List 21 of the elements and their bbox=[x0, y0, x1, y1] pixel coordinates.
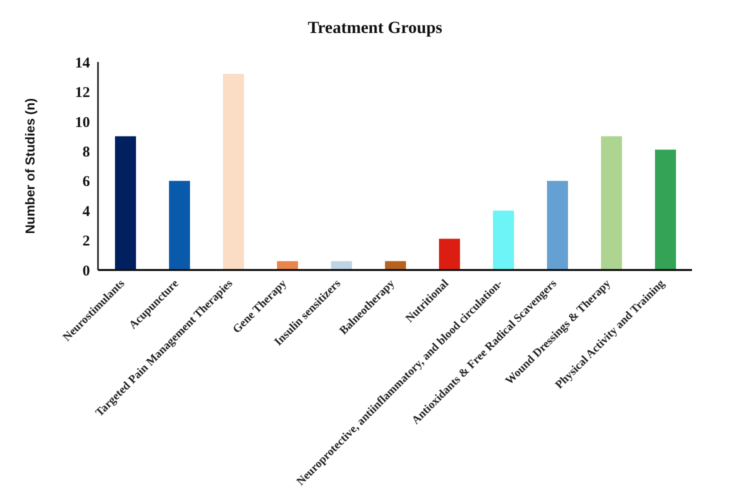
bar bbox=[493, 210, 514, 270]
bar bbox=[223, 74, 244, 270]
y-tick-label: 2 bbox=[82, 234, 90, 250]
y-tick-label: 6 bbox=[82, 174, 90, 190]
y-tick-label: 4 bbox=[82, 204, 90, 220]
bar bbox=[169, 180, 190, 270]
y-tick-label: 14 bbox=[75, 55, 90, 72]
bar bbox=[385, 261, 406, 270]
y-axis-title: Number of Studies (n) bbox=[22, 98, 38, 234]
bar bbox=[115, 136, 136, 270]
y-tick-label: 8 bbox=[82, 144, 90, 160]
bar bbox=[655, 150, 676, 270]
bar bbox=[277, 261, 298, 270]
y-tick-label: 12 bbox=[75, 85, 90, 102]
y-tick-label: 10 bbox=[75, 114, 90, 131]
chart-title: Treatment Groups bbox=[306, 18, 444, 38]
bar bbox=[439, 238, 460, 270]
bar bbox=[547, 180, 568, 270]
bar bbox=[601, 136, 622, 270]
y-tick-label: 0 bbox=[82, 263, 90, 280]
bar bbox=[331, 261, 352, 270]
